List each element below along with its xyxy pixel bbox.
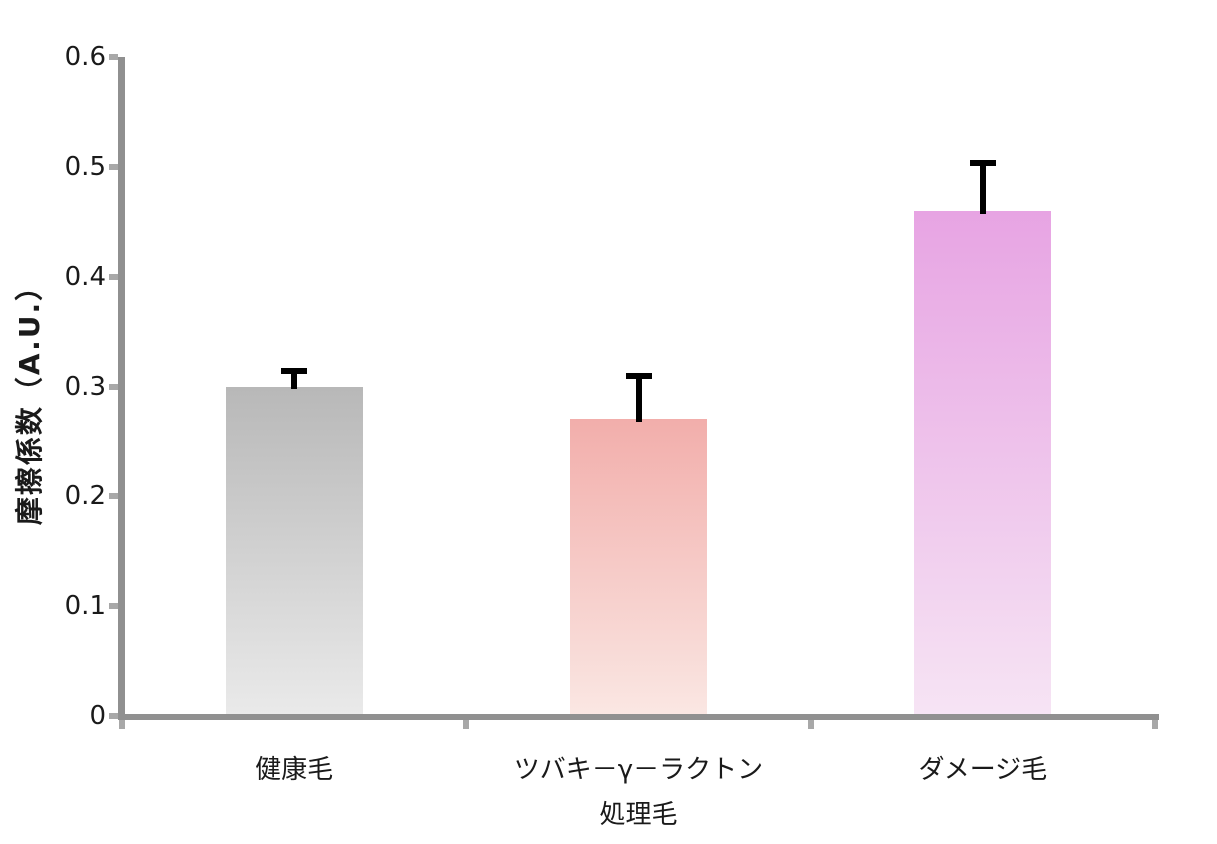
y-tick-mark xyxy=(109,603,118,610)
error-bar-cap xyxy=(625,373,652,380)
bar xyxy=(914,210,1052,716)
y-tick-mark xyxy=(109,383,118,390)
y-tick-mark xyxy=(109,54,118,60)
error-bar-cap xyxy=(969,160,996,167)
y-tick-label: 0.3 xyxy=(64,371,106,402)
y-tick-label: 0 xyxy=(89,701,106,731)
x-axis-label-line: 健康毛 xyxy=(255,755,334,785)
x-axis-label-line: ツバキ－γ－ラクトン xyxy=(513,755,764,785)
y-tick-label: 0.6 xyxy=(64,42,106,72)
x-axis-label: 健康毛 xyxy=(122,748,466,793)
y-tick-mark xyxy=(109,163,118,170)
x-axis-line xyxy=(118,714,1159,720)
x-tick-mark xyxy=(463,720,470,729)
y-tick-mark xyxy=(109,713,118,719)
error-bar-line xyxy=(291,367,298,390)
bar xyxy=(225,386,363,716)
y-tick-label: 0.2 xyxy=(64,481,106,512)
x-axis-label: ツバキ－γ－ラクトン 処理毛 xyxy=(466,748,810,838)
y-tick-mark xyxy=(109,493,118,500)
x-tick-mark xyxy=(807,720,814,729)
y-tick-label: 0.1 xyxy=(64,591,106,622)
y-axis-line xyxy=(118,57,125,719)
y-tick-label: 0.5 xyxy=(64,151,106,182)
x-axis-label-line: ダメージ毛 xyxy=(918,755,1048,785)
bar xyxy=(570,419,707,716)
x-axis-label-line: 処理毛 xyxy=(599,800,678,830)
error-bar-cap xyxy=(281,367,308,374)
error-bar-line xyxy=(979,160,986,214)
error-bar-line xyxy=(635,373,642,423)
y-tick-label: 0.4 xyxy=(64,261,106,292)
x-tick-mark xyxy=(119,720,125,729)
y-tick-mark xyxy=(109,273,118,280)
x-axis-label: ダメージ毛 xyxy=(811,748,1155,793)
x-tick-mark xyxy=(1152,720,1158,729)
